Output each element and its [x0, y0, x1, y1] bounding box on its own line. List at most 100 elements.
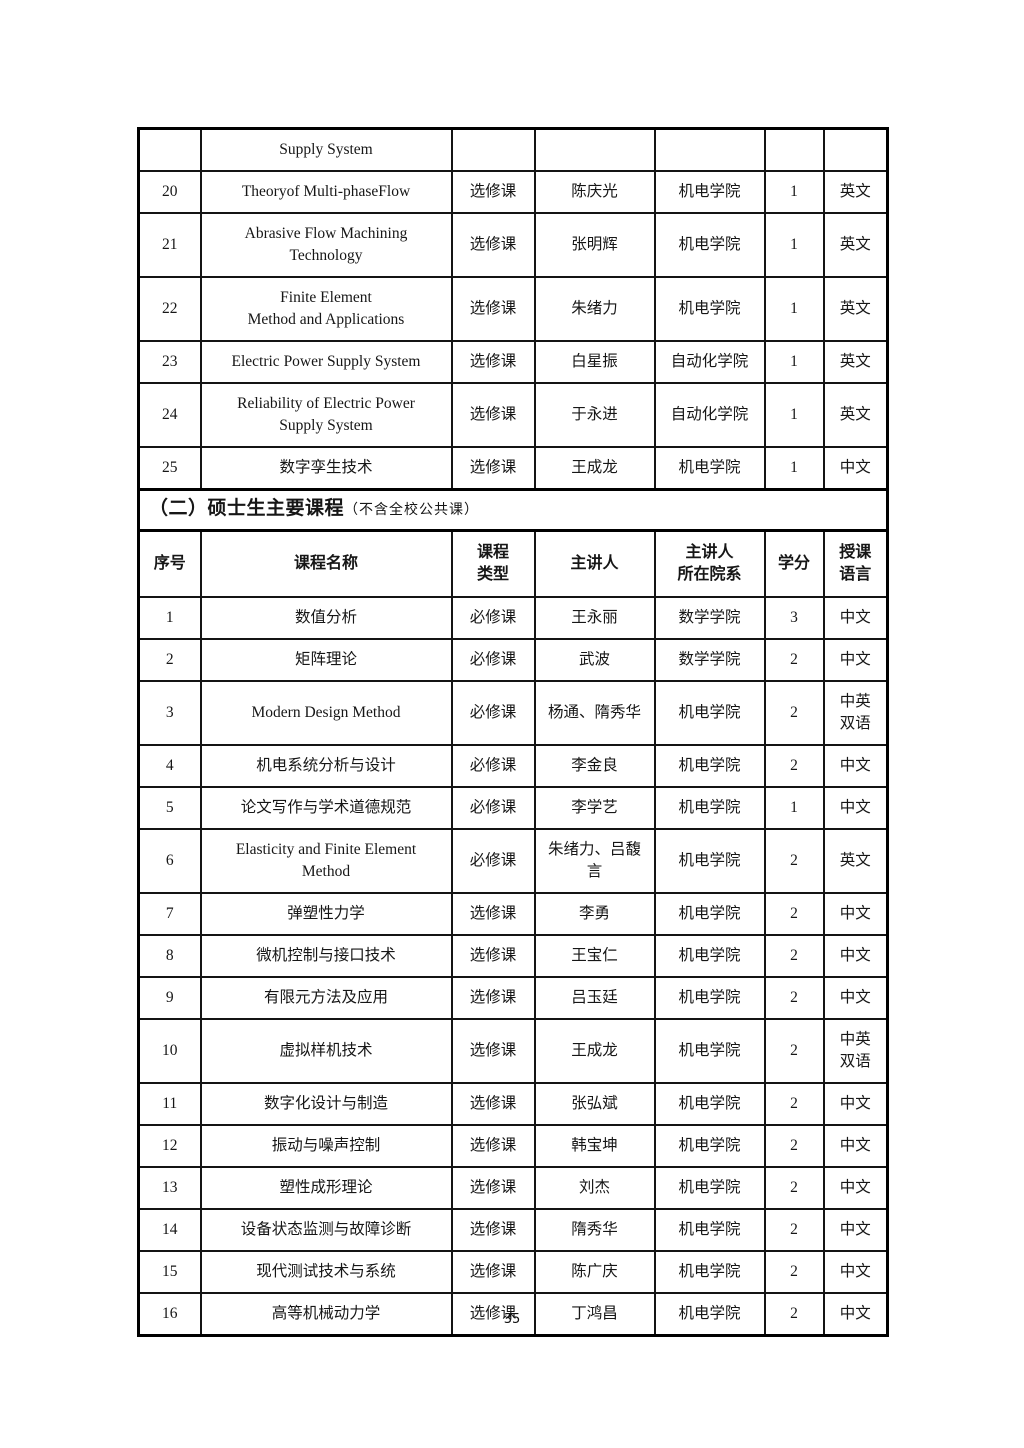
- cell-department: 机电学院: [653, 1292, 766, 1337]
- table-row: 11 数字化设计与制造 选修课 张弘斌 机电学院 2 中文: [137, 1082, 889, 1126]
- cell-department: 机电学院: [653, 1208, 766, 1252]
- cell-lecturer: 韩宝坤: [533, 1124, 656, 1168]
- cell-lecturer: 刘杰: [533, 1166, 656, 1210]
- cell-course-name: 塑性成形理论: [199, 1166, 453, 1210]
- cell-row-number: 13: [137, 1166, 202, 1210]
- cell-row-number: 9: [137, 976, 202, 1020]
- table-row: 24 Reliability of Electric Power Supply …: [137, 382, 889, 448]
- cell-course-name: 论文写作与学术道德规范: [199, 786, 453, 830]
- cell-row-number: 25: [137, 446, 202, 491]
- cell-lecturer: 陈广庆: [533, 1250, 656, 1294]
- cell-course-name: Reliability of Electric Power Supply Sys…: [199, 382, 453, 448]
- cell-lecturer: 武波: [533, 638, 656, 682]
- cell-credits: 2: [763, 1166, 825, 1210]
- cell-language: 中文: [822, 446, 889, 491]
- table-row: 6 Elasticity and Finite Element Method 必…: [137, 828, 889, 894]
- cell-row-number: 1: [137, 596, 202, 640]
- cell-department: 机电学院: [653, 892, 766, 936]
- cell-language: 英文: [822, 828, 889, 894]
- cell-department: 自动化学院: [653, 382, 766, 448]
- cell-lecturer: 吕玉廷: [533, 976, 656, 1020]
- table-row: 23 Electric Power Supply System 选修课 白星振 …: [137, 340, 889, 384]
- cell-department: 机电学院: [653, 786, 766, 830]
- table-row: 4 机电系统分析与设计 必修课 李金良 机电学院 2 中文: [137, 744, 889, 788]
- cell-course-type: 选修课: [450, 1018, 536, 1084]
- cell-course-type: 必修课: [450, 828, 536, 894]
- table-row: 10 虚拟样机技术 选修课 王成龙 机电学院 2 中英 双语: [137, 1018, 889, 1084]
- table-row: 25 数字孪生技术 选修课 王成龙 机电学院 1 中文: [137, 446, 889, 491]
- cell-language: 中英 双语: [822, 680, 889, 746]
- cell-language: 中文: [822, 1250, 889, 1294]
- cell-course-name: 数值分析: [199, 596, 453, 640]
- table-row: 7 弹塑性力学 选修课 李勇 机电学院 2 中文: [137, 892, 889, 936]
- cell-row-number: 15: [137, 1250, 202, 1294]
- cell-department: 机电学院: [653, 934, 766, 978]
- cell-lecturer: 王宝仁: [533, 934, 656, 978]
- table-row: 12 振动与噪声控制 选修课 韩宝坤 机电学院 2 中文: [137, 1124, 889, 1168]
- cell-course-name: 虚拟样机技术: [199, 1018, 453, 1084]
- column-header-course-name: 课程名称: [199, 529, 453, 598]
- cell-course-type: 选修课: [450, 1124, 536, 1168]
- cell-credits: 2: [763, 1292, 825, 1337]
- cell-credits: 1: [763, 446, 825, 491]
- cell-course-type: 选修课: [450, 170, 536, 214]
- cell-credits: 1: [763, 340, 825, 384]
- cell-language: [822, 127, 889, 172]
- cell-row-number: 11: [137, 1082, 202, 1126]
- cell-department: 机电学院: [653, 680, 766, 746]
- cell-language: 中文: [822, 934, 889, 978]
- cell-language: 英文: [822, 340, 889, 384]
- cell-row-number: 20: [137, 170, 202, 214]
- cell-course-type: 选修课: [450, 1082, 536, 1126]
- cell-department: 机电学院: [653, 1018, 766, 1084]
- cell-department: 自动化学院: [653, 340, 766, 384]
- master-course-table-body: 1 数值分析 必修课 王永丽 数学学院 3 中文 2 矩阵理论 必修课 武波 数…: [137, 596, 889, 1337]
- cell-course-type: 选修课: [450, 340, 536, 384]
- cell-course-name: Theoryof Multi-phaseFlow: [199, 170, 453, 214]
- table-row: 22 Finite Element Method and Application…: [137, 276, 889, 342]
- cell-language: 中文: [822, 892, 889, 936]
- cell-lecturer: 王永丽: [533, 596, 656, 640]
- cell-language: 中文: [822, 1082, 889, 1126]
- cell-language: 中文: [822, 976, 889, 1020]
- cell-lecturer: 李金良: [533, 744, 656, 788]
- cell-row-number: 4: [137, 744, 202, 788]
- cell-credits: 2: [763, 976, 825, 1020]
- cell-course-type: 选修课: [450, 1166, 536, 1210]
- cell-lecturer: 张明辉: [533, 212, 656, 278]
- cell-row-number: 5: [137, 786, 202, 830]
- cell-course-type: 选修课: [450, 1250, 536, 1294]
- cell-language: 英文: [822, 382, 889, 448]
- column-header-lecturer: 主讲人: [533, 529, 656, 598]
- cell-row-number: 14: [137, 1208, 202, 1252]
- cell-course-type: 选修课: [450, 976, 536, 1020]
- cell-department: 机电学院: [653, 1250, 766, 1294]
- cell-row-number: 10: [137, 1018, 202, 1084]
- column-header-no: 序号: [137, 529, 202, 598]
- cell-course-type: 必修课: [450, 786, 536, 830]
- cell-lecturer: 朱绪力: [533, 276, 656, 342]
- cell-course-type: 必修课: [450, 638, 536, 682]
- section-title: （二）硕士生主要课程: [149, 498, 345, 519]
- cell-credits: 2: [763, 680, 825, 746]
- cell-course-type: 选修课: [450, 1208, 536, 1252]
- cell-credits: 2: [763, 744, 825, 788]
- cell-lecturer: 杨通、隋秀华: [533, 680, 656, 746]
- cell-department: [653, 127, 766, 172]
- cell-lecturer: 张弘斌: [533, 1082, 656, 1126]
- cell-row-number: 22: [137, 276, 202, 342]
- section-note: （不含全校公共课）: [344, 503, 480, 518]
- cell-credits: 1: [763, 276, 825, 342]
- cell-course-type: [450, 127, 536, 172]
- cell-course-name: 设备状态监测与故障诊断: [199, 1208, 453, 1252]
- cell-lecturer: 朱绪力、吕馥 言: [533, 828, 656, 894]
- table-row: Supply System: [137, 127, 889, 172]
- cell-course-type: 选修课: [450, 934, 536, 978]
- cell-course-name: 矩阵理论: [199, 638, 453, 682]
- table-row: 9 有限元方法及应用 选修课 吕玉廷 机电学院 2 中文: [137, 976, 889, 1020]
- cell-row-number: 3: [137, 680, 202, 746]
- cell-credits: 2: [763, 1124, 825, 1168]
- cell-lecturer: 白星振: [533, 340, 656, 384]
- cell-credits: 1: [763, 170, 825, 214]
- cell-course-type: 选修课: [450, 276, 536, 342]
